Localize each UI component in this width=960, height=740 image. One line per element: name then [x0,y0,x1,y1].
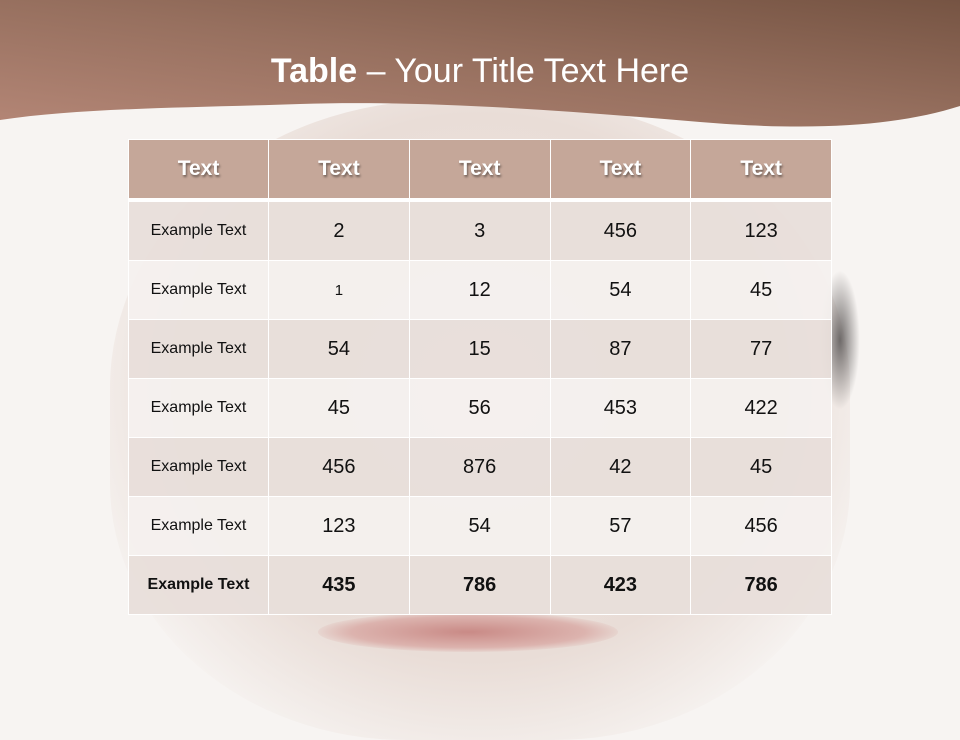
table-cell: 12 [408,260,551,320]
row-label: Example Text [128,555,269,615]
background-lips [318,612,618,652]
column-header: Text [549,139,692,202]
table-row: Example Text 2 3 456 123 [128,199,832,261]
table-cell: 54 [408,496,551,556]
table-total-row: Example Text 435 786 423 786 [128,555,832,615]
table-cell: 56 [408,378,551,438]
header-band [0,0,960,127]
table-cell: 2 [268,199,410,261]
table-cell: 54 [549,260,692,320]
table-cell: 1 [268,260,410,320]
table-cell: 786 [408,555,551,615]
row-label: Example Text [128,378,269,438]
table-row: Example Text 123 54 57 456 [128,496,832,556]
table-cell: 15 [408,319,551,379]
table-cell: 42 [549,437,692,497]
slide-title: Table – Your Title Text Here [0,52,960,91]
table-cell: 123 [268,496,410,556]
table-cell: 57 [549,496,692,556]
table-cell: 786 [690,555,832,615]
table-cell: 456 [549,199,692,261]
column-header: Text [268,139,410,202]
row-label: Example Text [128,437,269,497]
table-cell: 423 [549,555,692,615]
row-label: Example Text [128,199,269,261]
table-cell: 45 [690,260,832,320]
table-cell: 456 [690,496,832,556]
title-rest: – Your Title Text Here [357,52,690,90]
column-header: Text [408,139,551,202]
table-cell: 87 [549,319,692,379]
table-row: Example Text 45 56 453 422 [128,378,832,438]
table-row: Example Text 54 15 87 77 [128,319,832,379]
table-cell: 45 [268,378,410,438]
title-bold: Table [270,52,358,90]
row-label: Example Text [128,496,269,556]
data-table: Text Text Text Text Text Example Text 2 3 4… [128,139,832,615]
table-cell: 876 [408,437,551,497]
table-cell: 3 [408,199,551,261]
column-header: Text [128,139,269,202]
column-header: Text [690,139,832,202]
table-cell: 77 [690,319,832,379]
table-row: Example Text 456 876 42 45 [128,437,832,497]
table-row: Example Text 1 12 54 45 [128,260,832,320]
row-label: Example Text [128,260,269,320]
table-cell: 123 [690,199,832,261]
table-cell: 453 [549,378,692,438]
table-header-row: Text Text Text Text Text [128,139,832,202]
row-label: Example Text [128,319,269,379]
table-cell: 54 [268,319,410,379]
table-cell: 456 [268,437,410,497]
table-cell: 45 [690,437,832,497]
table-cell: 435 [268,555,410,615]
table-cell: 422 [690,378,832,438]
